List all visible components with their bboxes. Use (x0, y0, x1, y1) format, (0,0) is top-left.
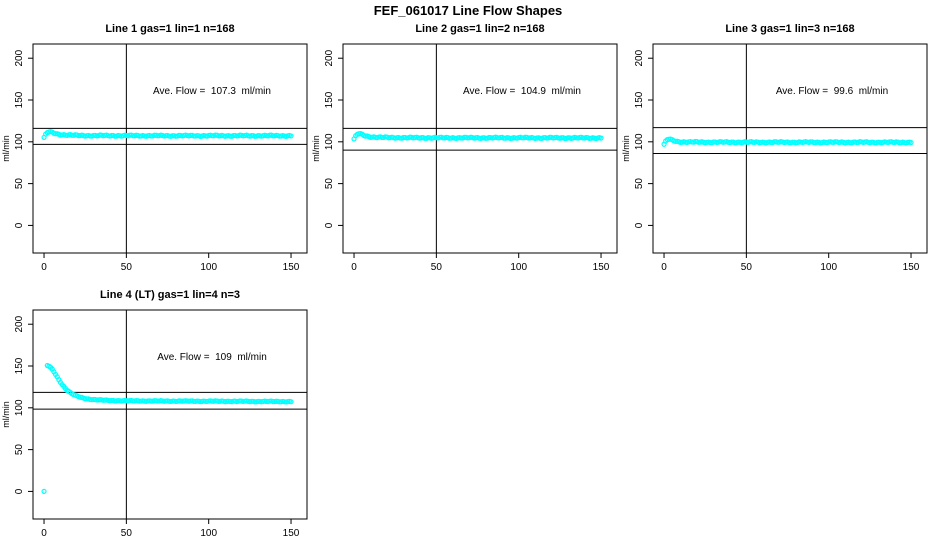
x-tick-label: 100 (200, 262, 217, 273)
plot-border (32, 309, 308, 520)
y-axis-label: ml/min (311, 135, 321, 162)
plot-title: Line 2 gas=1 lin=2 n=168 (415, 23, 545, 35)
y-tick-label: 200 (14, 315, 25, 332)
plot-border (32, 43, 308, 254)
x-tick-label: 0 (41, 262, 47, 273)
x-tick-label: 50 (741, 262, 753, 273)
plot-canvas: 0 50 100 150 0 50 100 150 200 ml/min (311, 43, 618, 273)
x-tick-label: 100 (820, 262, 837, 273)
plot-title: Line 3 gas=1 lin=3 n=168 (725, 23, 855, 35)
plot-line2: Line 2 gas=1 lin=2 n=168 0 50 100 150 0 50 100… (310, 23, 626, 284)
y-tick-label: 200 (324, 49, 335, 66)
y-tick-label: 50 (14, 178, 25, 190)
x-tick-label: 150 (283, 262, 300, 273)
data-series (41, 362, 294, 495)
y-axis-label: ml/min (1, 135, 11, 162)
main-title: FEF_061017 Line Flow Shapes (373, 3, 563, 18)
avg-flow-annotation: Ave. Flow = 104.9 ml/min (463, 86, 581, 97)
y-tick-label: 200 (14, 49, 25, 66)
x-tick-label: 150 (903, 262, 920, 273)
y-tick-label: 100 (634, 133, 645, 150)
y-tick-label: 0 (634, 222, 645, 228)
plot-line4: Line 4 (LT) gas=1 lin=4 n=3 0 50 100 150 0 50… (0, 289, 316, 540)
plot-border (342, 43, 618, 254)
plot-line1: Line 1 gas=1 lin=1 n=168 0 50 100 150 0 50 100… (0, 23, 316, 284)
data-point (288, 399, 294, 405)
y-tick-label: 150 (324, 91, 335, 108)
y-tick-label: 150 (14, 357, 25, 374)
y-axis-label: ml/min (621, 135, 631, 162)
y-tick-label: 100 (324, 133, 335, 150)
y-tick-label: 0 (324, 222, 335, 228)
y-tick-label: 150 (634, 91, 645, 108)
y-axis-label: ml/min (1, 401, 11, 428)
x-tick-label: 100 (200, 528, 217, 539)
plot-canvas: 0 50 100 150 0 50 100 150 200 ml/min (1, 309, 308, 539)
x-tick-label: 50 (121, 262, 133, 273)
x-tick-label: 100 (510, 262, 527, 273)
data-point (288, 133, 294, 139)
data-series (351, 130, 604, 142)
data-point (41, 488, 47, 495)
y-tick-label: 150 (14, 91, 25, 108)
plot-title: Line 1 gas=1 lin=1 n=168 (105, 23, 235, 35)
x-tick-label: 150 (283, 528, 300, 539)
x-tick-label: 0 (41, 528, 47, 539)
plot-title: Line 4 (LT) gas=1 lin=4 n=3 (99, 289, 241, 301)
avg-flow-annotation: Ave. Flow = 107.3 ml/min (153, 86, 271, 97)
avg-flow-annotation: Ave. Flow = 109 ml/min (157, 352, 267, 363)
avg-flow-annotation: Ave. Flow = 99.6 ml/min (775, 86, 889, 97)
plot-border (652, 43, 928, 254)
x-tick-label: 0 (351, 262, 357, 273)
data-series (661, 136, 914, 147)
data-series (41, 128, 294, 141)
plot-canvas: 0 50 100 150 0 50 100 150 200 ml/min (621, 43, 928, 273)
y-tick-label: 0 (14, 488, 25, 494)
plot-line3: Line 3 gas=1 lin=3 n=168 0 50 100 150 0 50 100… (620, 23, 936, 284)
data-point (908, 139, 914, 146)
y-tick-label: 50 (14, 444, 25, 456)
data-point (598, 135, 604, 141)
y-tick-label: 200 (634, 49, 645, 66)
y-tick-label: 100 (14, 399, 25, 416)
y-tick-label: 50 (324, 178, 335, 190)
x-tick-label: 50 (431, 262, 443, 273)
x-tick-label: 50 (121, 528, 133, 539)
x-tick-label: 0 (661, 262, 667, 273)
plot-canvas: 0 50 100 150 0 50 100 150 200 ml/min (1, 43, 308, 273)
y-tick-label: 0 (14, 222, 25, 228)
x-tick-label: 150 (593, 262, 610, 273)
y-tick-label: 100 (14, 133, 25, 150)
y-tick-label: 50 (634, 178, 645, 190)
